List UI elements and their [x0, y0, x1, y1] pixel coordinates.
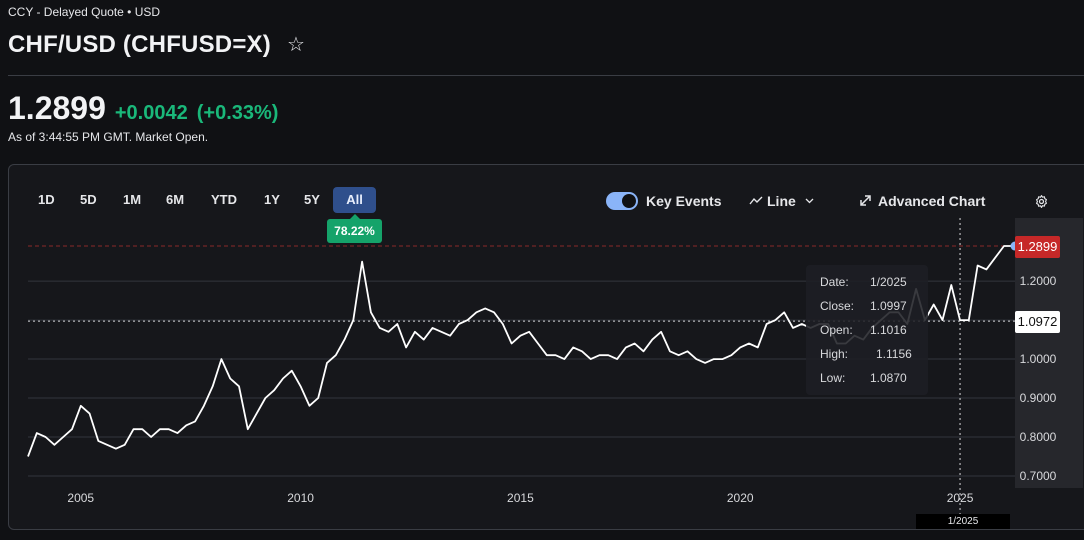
header-divider [8, 75, 1084, 76]
range-6m[interactable]: 6M [166, 192, 185, 207]
tooltip-high-row: High: 1.1156 [820, 347, 920, 361]
x-tick-label: 2015 [507, 491, 534, 505]
range-change-badge: 78.22% [327, 214, 382, 243]
tooltip-open-label: Open: [820, 323, 853, 337]
x-tick-label: 2020 [727, 491, 754, 505]
tooltip-date-row: Date: 1/2025 [820, 275, 920, 289]
chevron-down-icon[interactable] [805, 198, 814, 204]
range-ytd[interactable]: YTD [211, 192, 237, 207]
crosshair-x-label: 1/2025 [916, 514, 1010, 529]
y-tick-label: 1.2000 [1020, 274, 1057, 288]
tooltip-date-label: Date: [820, 275, 849, 289]
tooltip-close-row: Close: 1.0997 [820, 299, 920, 313]
x-tick-label: 2005 [67, 491, 94, 505]
y-tick-label: 0.8000 [1020, 430, 1057, 444]
range-all[interactable]: All [333, 187, 376, 213]
y-tick-label: 0.7000 [1020, 469, 1057, 483]
price-value: 1.2899 [8, 90, 106, 126]
crosshair-y-label: 1.0972 [1015, 311, 1060, 333]
advanced-chart-button[interactable]: Advanced Chart [878, 193, 986, 209]
range-5y[interactable]: 5Y [304, 192, 320, 207]
tooltip-low: 1.0870 [870, 371, 907, 385]
tooltip-open-row: Open: 1.1016 [820, 323, 920, 337]
tooltip-close-label: Close: [820, 299, 855, 313]
title-row: CHF/USD (CHFUSD=X) ☆ [8, 31, 305, 59]
key-events-toggle[interactable] [606, 192, 638, 210]
tooltip-low-label: Low: [820, 371, 846, 385]
y-tick-label: 1.0000 [1020, 352, 1057, 366]
tooltip-low-row: Low: 1.0870 [820, 371, 920, 385]
y-tick-label: 0.9000 [1020, 391, 1057, 405]
price-change-pct: (+0.33%) [196, 102, 279, 124]
toggle-knob [622, 194, 636, 208]
tooltip-high-label: High: [820, 347, 849, 361]
tooltip-high: 1.1156 [876, 347, 912, 361]
tooltip-date: 1/2025 [870, 275, 907, 289]
expand-icon[interactable] [859, 194, 872, 207]
range-1m[interactable]: 1M [123, 192, 142, 207]
range-1y[interactable]: 1Y [264, 192, 280, 207]
key-events-label[interactable]: Key Events [646, 193, 722, 209]
line-chart-icon[interactable] [749, 196, 763, 206]
data-tooltip: Date: 1/2025 Close: 1.0997 Open: 1.1016 Hig… [806, 265, 928, 395]
y-axis-band [1015, 218, 1083, 488]
tooltip-open: 1.1016 [870, 323, 907, 337]
gear-icon[interactable] [1034, 194, 1049, 209]
price-row: 1.2899 +0.0042 (+0.33%) [8, 90, 278, 127]
range-1d[interactable]: 1D [38, 192, 55, 207]
range-5d[interactable]: 5D [80, 192, 97, 207]
star-icon[interactable]: ☆ [286, 34, 305, 56]
price-change: +0.0042 [114, 102, 188, 124]
x-tick-label: 2010 [287, 491, 314, 505]
tooltip-close: 1.0997 [870, 299, 907, 313]
quote-source: CCY - Delayed Quote • USD [8, 5, 161, 19]
as-of-time: As of 3:44:55 PM GMT. Market Open. [8, 130, 209, 144]
chart-type-label[interactable]: Line [767, 193, 796, 209]
page-title: CHF/USD (CHFUSD=X) [8, 31, 271, 58]
current-price-label: 1.2899 [1015, 236, 1060, 258]
